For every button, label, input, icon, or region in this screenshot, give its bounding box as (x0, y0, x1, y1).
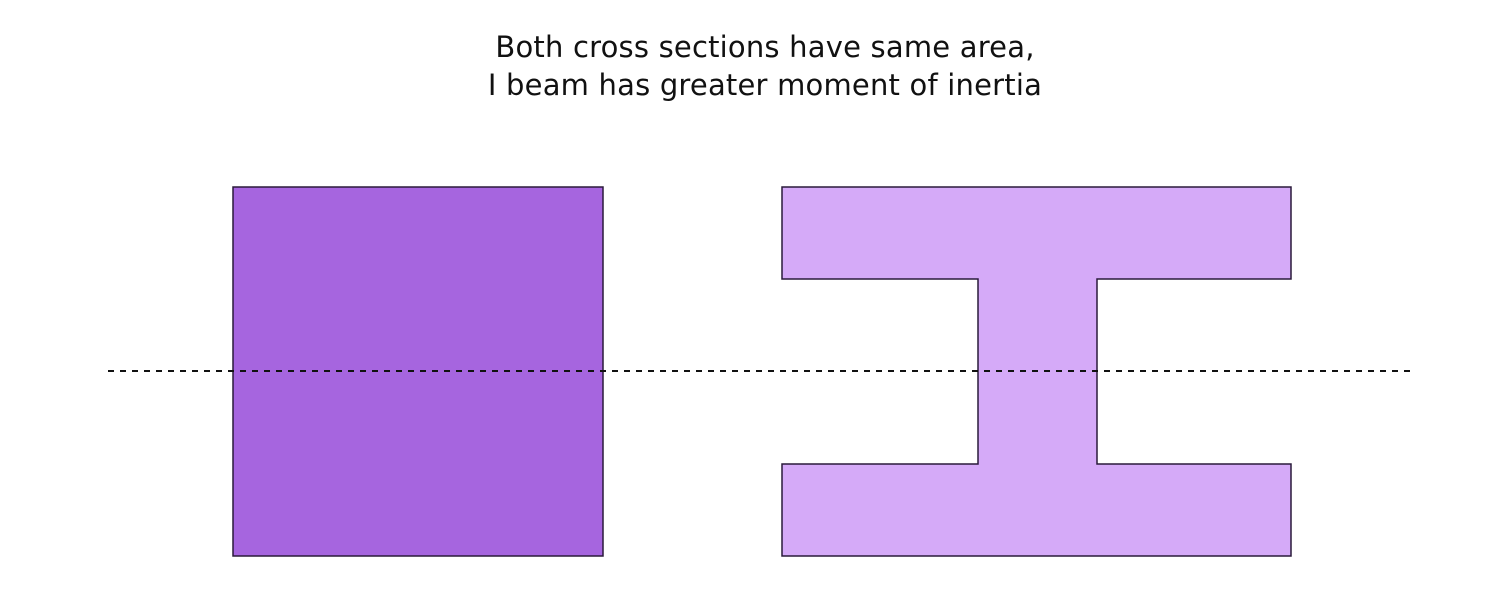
caption-line-2: I beam has greater moment of inertia (487, 68, 1043, 102)
diagram-caption: Both cross sections have same area, I be… (0, 28, 1508, 104)
caption-line-1: Both cross sections have same area, (495, 30, 1035, 64)
